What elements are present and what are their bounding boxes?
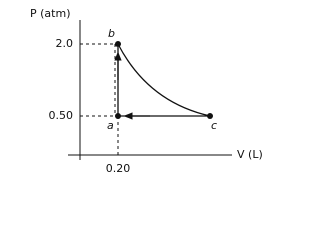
pv-diagram: P (atm) V (L) 2.0 0.50 0.20 a b c xyxy=(30,7,263,175)
process-bc xyxy=(117,43,211,117)
point-b xyxy=(115,41,121,47)
point-a xyxy=(115,113,121,119)
point-label: c xyxy=(211,119,217,132)
y-tick-label: 2.0 xyxy=(56,37,74,50)
x-axis-label: V (L) xyxy=(237,148,263,161)
x-tick-label: 0.20 xyxy=(106,162,131,175)
y-tick-label: 0.50 xyxy=(49,109,74,122)
point-label: a xyxy=(107,119,114,132)
point-c xyxy=(207,113,213,119)
guides xyxy=(80,43,119,155)
point-label: b xyxy=(108,27,115,40)
y-axis-label: P (atm) xyxy=(30,7,70,20)
